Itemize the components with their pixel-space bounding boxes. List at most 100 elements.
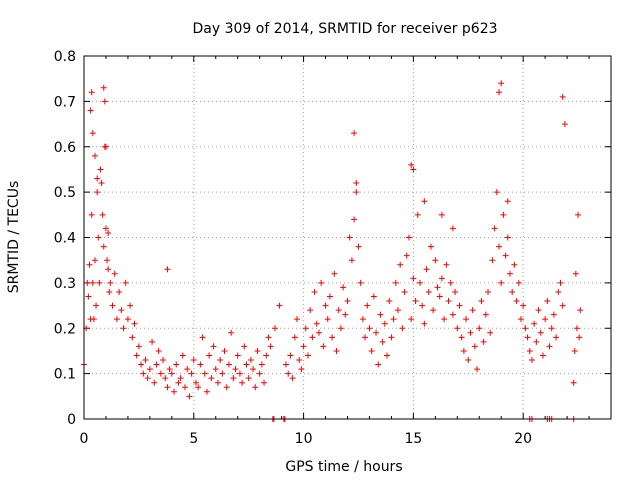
data-point: [219, 370, 226, 377]
data-point: [445, 298, 452, 305]
data-point: [230, 375, 237, 382]
data-point: [258, 361, 265, 368]
data-point: [377, 311, 384, 318]
data-point: [469, 307, 476, 314]
data-point: [559, 302, 566, 309]
data-point: [353, 189, 360, 196]
data-point: [302, 325, 309, 332]
data-point: [263, 352, 270, 359]
y-tick-label: 0.6: [54, 140, 76, 156]
y-tick-label: 0.4: [54, 231, 76, 247]
data-point: [111, 270, 118, 277]
data-point: [146, 366, 153, 373]
data-point: [571, 347, 578, 354]
data-point: [199, 334, 206, 341]
data-point: [493, 189, 500, 196]
data-point: [106, 288, 113, 295]
data-point: [186, 393, 193, 400]
data-point: [212, 366, 219, 373]
data-point: [427, 243, 434, 250]
data-point: [173, 361, 180, 368]
data-point: [524, 334, 531, 341]
data-point: [443, 261, 450, 268]
data-point: [182, 384, 189, 391]
data-points: [81, 80, 584, 422]
data-point: [120, 325, 127, 332]
data-point: [548, 325, 555, 332]
data-point: [449, 225, 456, 232]
data-point: [416, 279, 423, 286]
data-point: [410, 166, 417, 173]
x-tick-label: 5: [189, 431, 198, 447]
x-tick-label: 0: [80, 431, 89, 447]
x-tick-label: 10: [295, 431, 313, 447]
data-point: [515, 279, 522, 286]
data-point: [438, 275, 445, 282]
data-point: [474, 366, 481, 373]
data-point: [267, 343, 274, 350]
data-point: [458, 334, 465, 341]
data-point: [496, 89, 503, 96]
data-point: [359, 316, 366, 323]
data-point: [557, 279, 564, 286]
data-point: [285, 370, 292, 377]
data-point: [184, 366, 191, 373]
data-point: [509, 288, 516, 295]
y-tick-label: 0.7: [54, 94, 76, 110]
data-point: [436, 293, 443, 300]
data-point: [344, 298, 351, 305]
data-point: [555, 288, 562, 295]
data-point: [245, 375, 252, 382]
data-point: [456, 302, 463, 309]
data-point: [228, 329, 235, 336]
data-point: [329, 334, 336, 341]
data-point: [379, 338, 386, 345]
data-point: [94, 189, 101, 196]
data-point: [482, 311, 489, 318]
data-point: [171, 388, 178, 395]
data-point: [335, 307, 342, 314]
data-point: [138, 361, 145, 368]
y-tick-label: 0: [67, 412, 76, 428]
data-point: [188, 370, 195, 377]
data-point: [131, 320, 138, 327]
data-point: [522, 325, 529, 332]
data-point: [340, 284, 347, 291]
data-point: [300, 343, 307, 350]
data-point: [390, 316, 397, 323]
data-point: [559, 93, 566, 100]
data-point: [485, 288, 492, 295]
data-point: [221, 347, 228, 354]
data-point: [506, 270, 513, 277]
y-tick-label: 0.1: [54, 367, 76, 383]
data-point: [208, 375, 215, 382]
data-point: [142, 357, 149, 364]
data-point: [575, 211, 582, 218]
data-point: [572, 270, 579, 277]
data-point: [133, 352, 140, 359]
data-point: [386, 298, 393, 305]
data-point: [86, 261, 93, 268]
data-point: [304, 352, 311, 359]
data-point: [160, 357, 167, 364]
data-point: [89, 130, 96, 137]
data-point: [355, 243, 362, 250]
data-point: [544, 298, 551, 305]
data-point: [164, 384, 171, 391]
data-point: [553, 334, 560, 341]
data-point: [504, 234, 511, 241]
data-point: [539, 352, 546, 359]
data-point: [412, 298, 419, 305]
data-point: [217, 357, 224, 364]
data-point: [214, 379, 221, 386]
data-point: [149, 338, 156, 345]
data-point: [375, 361, 382, 368]
data-point: [265, 334, 272, 341]
data-point: [105, 229, 112, 236]
data-point: [430, 307, 437, 314]
data-point: [498, 80, 505, 87]
data-point: [272, 325, 279, 332]
data-point: [498, 279, 505, 286]
data-point: [392, 279, 399, 286]
data-point: [164, 266, 171, 273]
